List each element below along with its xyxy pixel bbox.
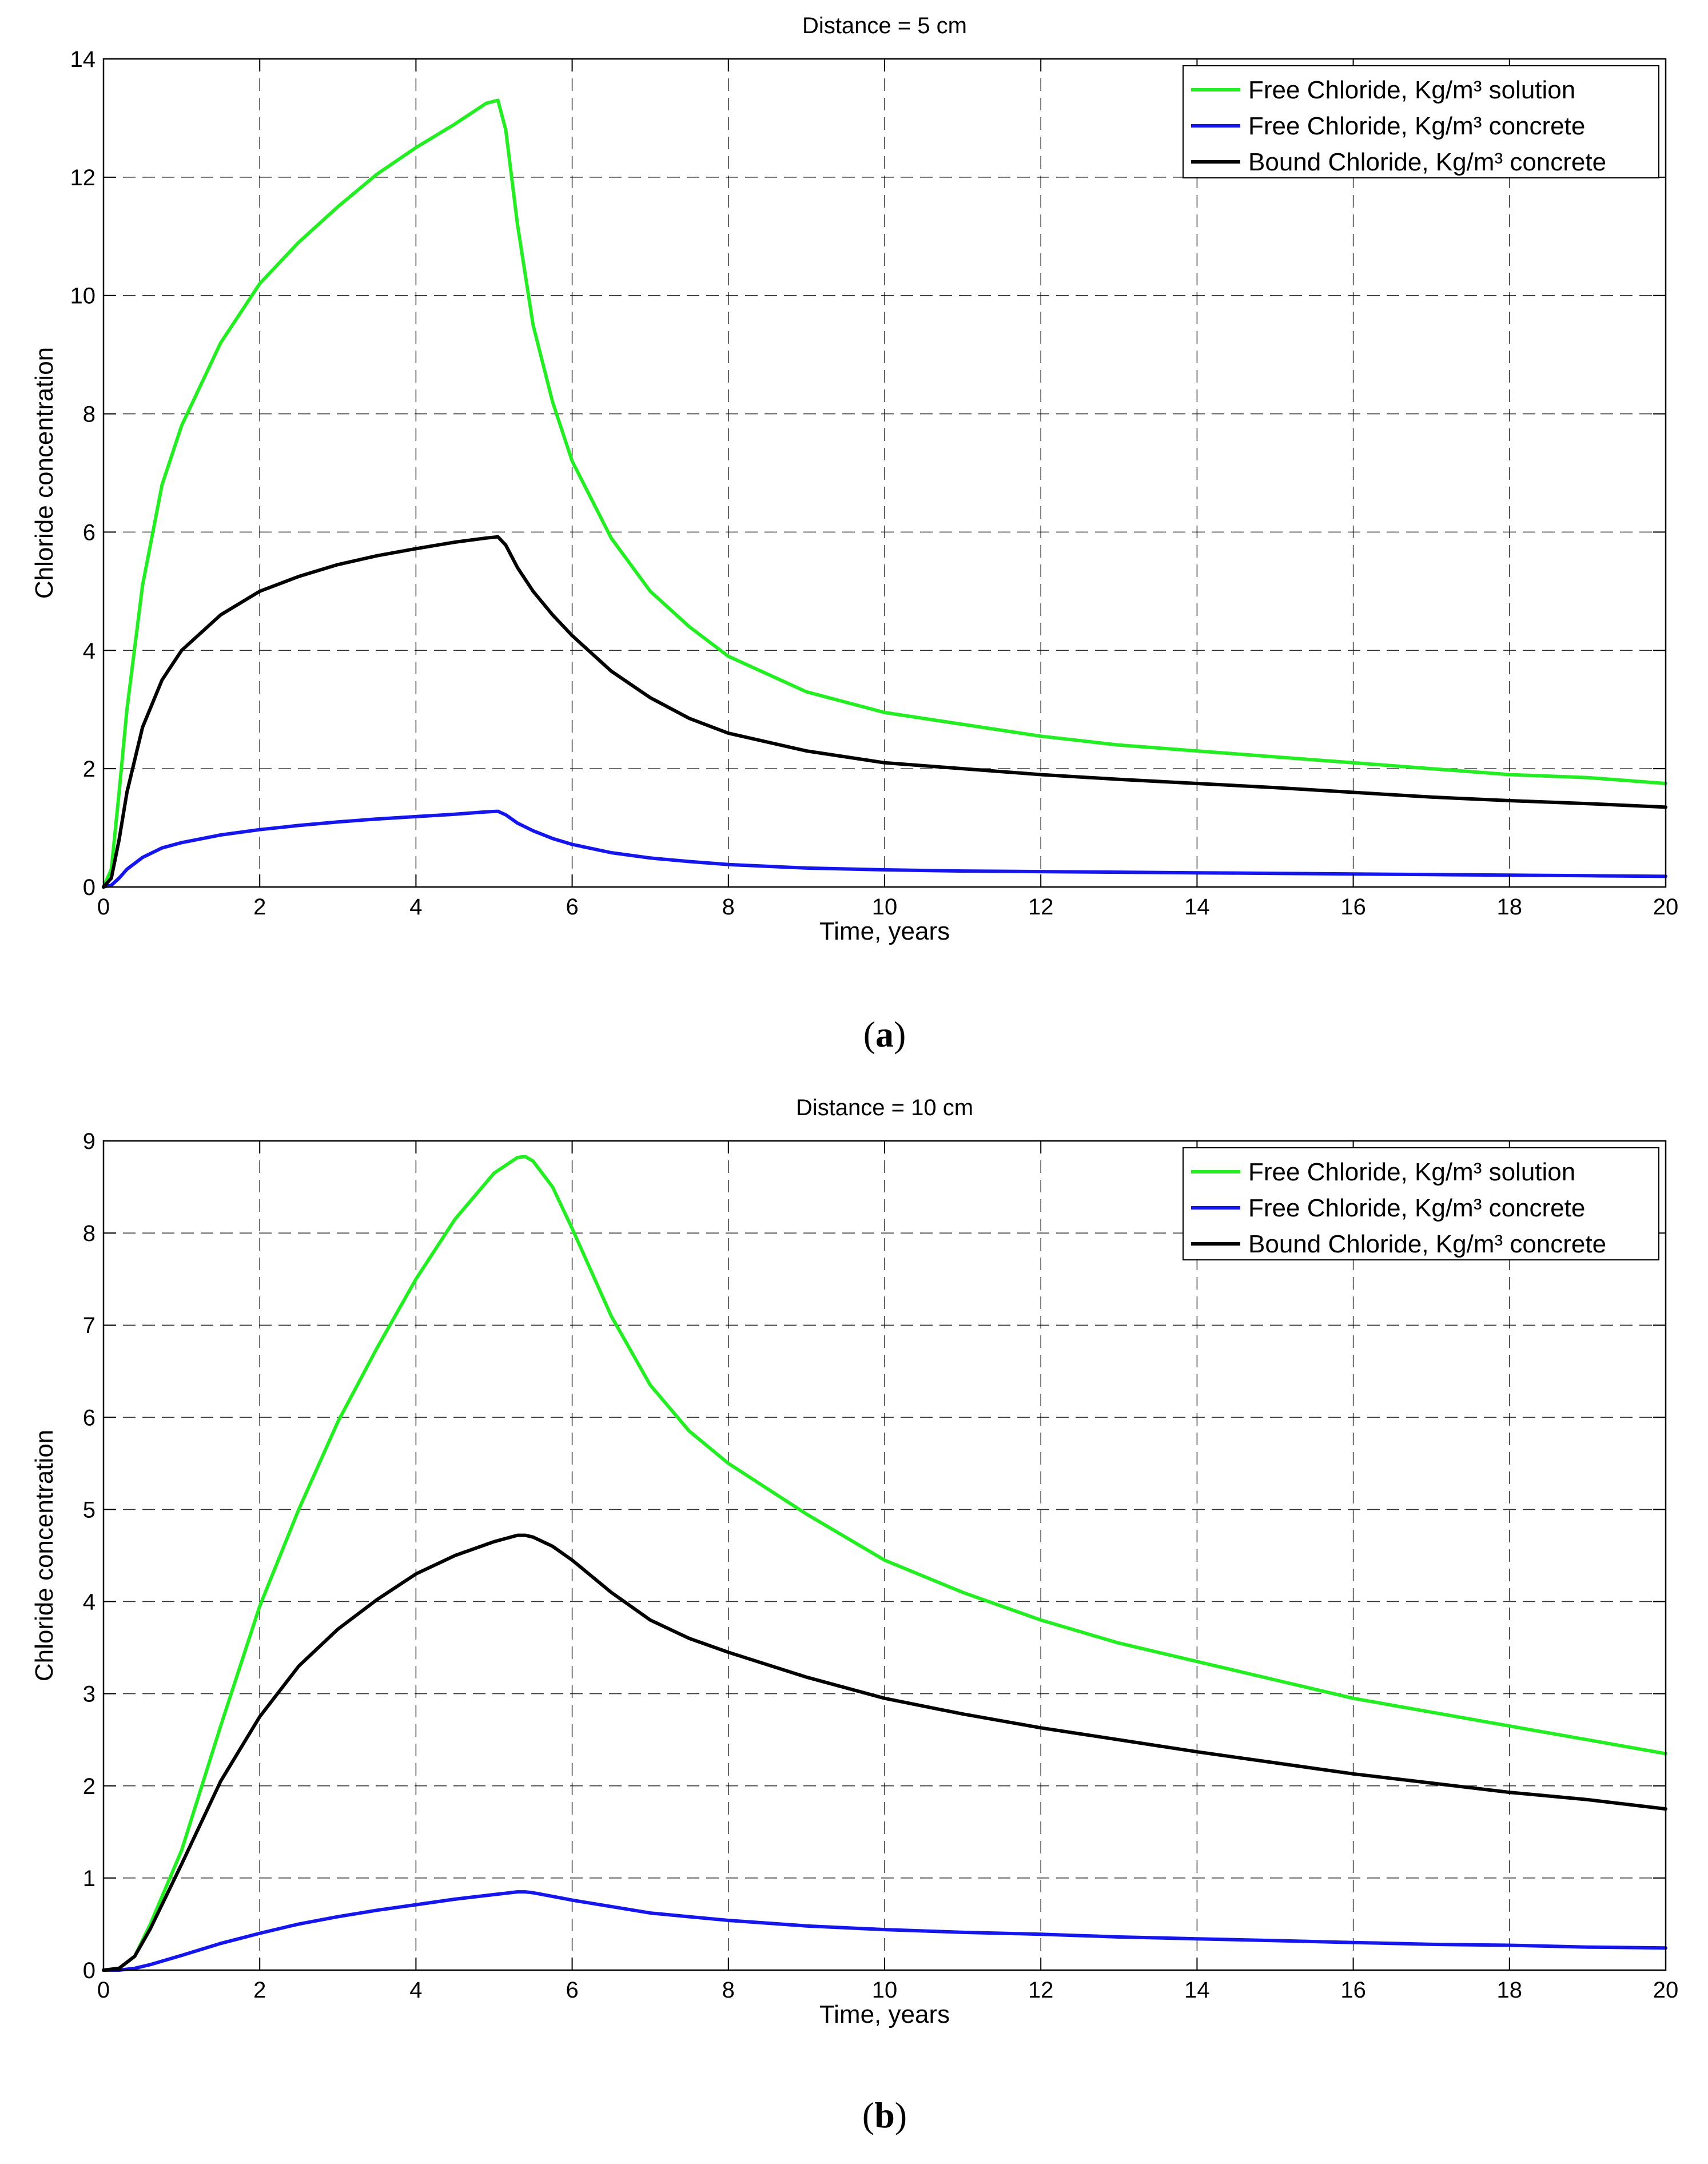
x-tick-label: 14 xyxy=(1184,1978,1210,2003)
y-tick-label: 0 xyxy=(83,875,95,900)
legend: Free Chloride, Kg/m³ solution Free Chlori… xyxy=(1183,1147,1659,1260)
series-line-3 xyxy=(102,535,1667,889)
x-tick-label: 10 xyxy=(872,894,898,920)
y-tick-label: 2 xyxy=(83,1774,95,1799)
x-axis-label: Time, years xyxy=(819,2000,950,2028)
y-tick-label: 4 xyxy=(83,638,95,663)
x-tick-label: 8 xyxy=(722,1978,735,2003)
y-tick-label: 3 xyxy=(83,1682,95,1707)
x-tick-label: 12 xyxy=(1028,894,1054,920)
y-axis-label: Chloride concentration xyxy=(30,1430,58,1681)
chart-title: Distance = 5 cm xyxy=(802,13,967,38)
x-tick-label: 20 xyxy=(1653,1978,1679,2003)
x-tick-label: 12 xyxy=(1028,1978,1054,2003)
y-tick-label: 6 xyxy=(83,520,95,545)
x-tick-label: 16 xyxy=(1340,894,1366,920)
legend-entry-3: Bound Chloride, Kg/m³ concrete xyxy=(1248,1230,1606,1258)
series-line-2 xyxy=(102,809,1667,889)
x-tick-label: 10 xyxy=(872,1978,898,2003)
x-tick-label: 6 xyxy=(566,1978,578,2003)
x-tick-label: 2 xyxy=(253,1978,266,2003)
x-tick-label: 8 xyxy=(722,894,735,920)
y-tick-label: 7 xyxy=(83,1313,95,1338)
y-tick-label: 12 xyxy=(70,165,96,190)
legend-entry-1: Free Chloride, Kg/m³ solution xyxy=(1248,1158,1575,1186)
x-tick-label: 6 xyxy=(566,894,578,920)
x-tick-label: 18 xyxy=(1497,1978,1523,2003)
y-tick-label: 0 xyxy=(83,1958,95,1983)
legend-entry-2: Free Chloride, Kg/m³ concrete xyxy=(1248,112,1585,140)
series-line-1 xyxy=(102,98,1667,889)
chart-panel-b: Distance = 10 cm0 2 4 6 8 10 12 14 16 18 200123456… xyxy=(30,1095,1678,2135)
x-tick-label: 4 xyxy=(409,894,422,920)
y-tick-label: 10 xyxy=(70,284,96,309)
panel-label: (a) xyxy=(863,1014,906,1055)
series-line-2 xyxy=(102,1890,1667,1972)
legend-entry-1: Free Chloride, Kg/m³ solution xyxy=(1248,76,1575,104)
series-line-1 xyxy=(102,1155,1667,1972)
y-tick-label: 4 xyxy=(83,1590,95,1615)
legend: Free Chloride, Kg/m³ solution Free Chlori… xyxy=(1183,65,1659,178)
legend-box xyxy=(1183,1147,1659,1260)
y-tick-label: 8 xyxy=(83,402,95,427)
y-tick-label: 9 xyxy=(83,1129,95,1154)
x-tick-label: 16 xyxy=(1340,1978,1366,2003)
y-tick-label: 8 xyxy=(83,1221,95,1246)
legend-entry-2: Free Chloride, Kg/m³ concrete xyxy=(1248,1194,1585,1222)
chart-panel-a: Distance = 5 cm 0 2 4 6 8 10 12 14 16 18 20 0 2 4 6 8 10 1… xyxy=(30,13,1678,1055)
x-axis-label: Time, years xyxy=(819,917,950,945)
y-tick-label: 2 xyxy=(83,757,95,782)
x-tick-label: 0 xyxy=(97,894,110,920)
y-tick-label: 6 xyxy=(83,1405,95,1430)
x-tick-label: 14 xyxy=(1184,894,1210,920)
y-tick-label: 5 xyxy=(83,1497,95,1522)
legend-box xyxy=(1183,65,1659,178)
x-tick-label: 20 xyxy=(1653,894,1679,920)
x-tick-label: 2 xyxy=(253,894,266,920)
x-tick-label: 0 xyxy=(97,1978,110,2003)
chart-title: Distance = 10 cm xyxy=(796,1095,973,1120)
y-tick-label: 14 xyxy=(70,47,96,72)
y-axis-label: Chloride concentration xyxy=(30,347,58,599)
legend-entry-3: Bound Chloride, Kg/m³ concrete xyxy=(1248,148,1606,176)
series-line-3 xyxy=(102,1533,1667,1972)
panel-label: (b) xyxy=(862,2095,907,2135)
x-tick-label: 18 xyxy=(1497,894,1523,920)
grid xyxy=(103,59,1666,887)
grid xyxy=(103,1141,1666,1970)
x-tick-label: 4 xyxy=(409,1978,422,2003)
y-tick-label: 1 xyxy=(83,1866,95,1891)
